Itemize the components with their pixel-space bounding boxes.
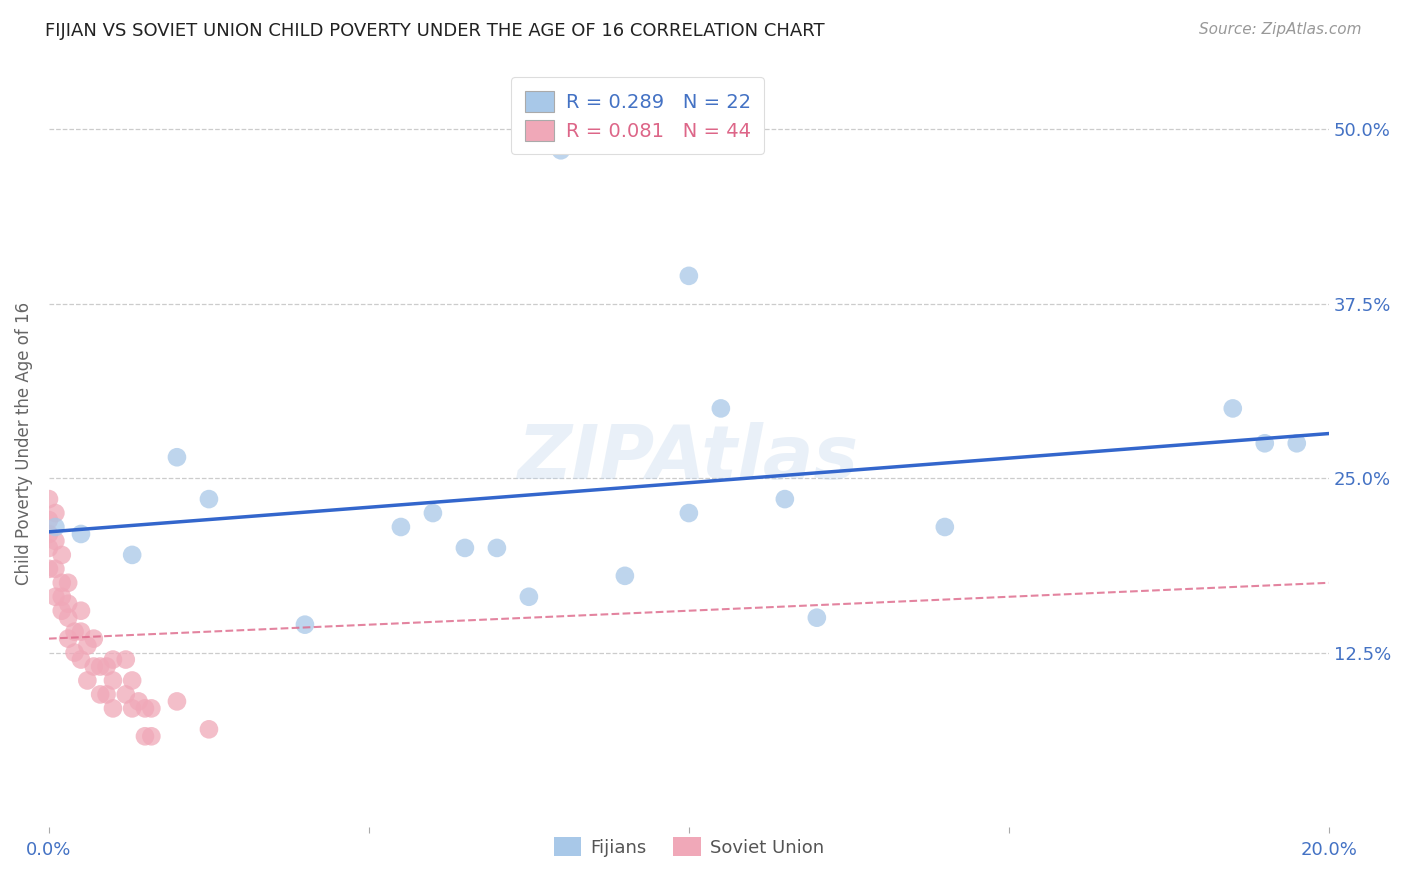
Point [454,541,477,555]
Point [38,492,60,507]
Point [83,659,105,673]
Point [141,729,163,743]
Point [51,590,73,604]
Point [389,520,412,534]
Point [710,401,733,416]
Point [70,527,93,541]
Point [83,632,105,646]
Point [76,639,98,653]
Legend: Fijians, Soviet Union: Fijians, Soviet Union [547,830,831,864]
Point [166,450,188,465]
Point [678,506,700,520]
Point [44,590,66,604]
Point [121,673,143,688]
Point [56,632,79,646]
Point [44,506,66,520]
Point [70,624,93,639]
Point [613,569,636,583]
Point [101,673,124,688]
Point [51,548,73,562]
Point [121,701,143,715]
Point [51,575,73,590]
Point [56,575,79,590]
Point [517,590,540,604]
Point [166,694,188,708]
Y-axis label: Child Poverty Under the Age of 16: Child Poverty Under the Age of 16 [15,301,32,585]
Point [63,646,86,660]
Point [44,520,66,534]
Point [422,506,444,520]
Point [198,492,221,507]
Point [114,652,136,666]
Point [128,694,150,708]
Point [134,701,156,715]
Point [56,597,79,611]
Point [101,701,124,715]
Point [1254,436,1277,450]
Point [114,688,136,702]
Point [1222,401,1244,416]
Point [934,520,956,534]
Point [773,492,796,507]
Point [44,533,66,548]
Point [121,548,143,562]
Point [51,604,73,618]
Text: FIJIAN VS SOVIET UNION CHILD POVERTY UNDER THE AGE OF 16 CORRELATION CHART: FIJIAN VS SOVIET UNION CHILD POVERTY UND… [45,22,824,40]
Point [806,610,828,624]
Point [76,673,98,688]
Text: Source: ZipAtlas.com: Source: ZipAtlas.com [1198,22,1361,37]
Point [70,604,93,618]
Point [89,688,111,702]
Point [550,143,572,157]
Point [294,617,316,632]
Point [44,562,66,576]
Point [485,541,508,555]
Point [101,652,124,666]
Point [1285,436,1308,450]
Point [38,562,60,576]
Point [56,610,79,624]
Point [134,729,156,743]
Point [89,659,111,673]
Point [63,624,86,639]
Point [70,652,93,666]
Text: ZIPAtlas: ZIPAtlas [519,422,859,495]
Point [96,659,118,673]
Point [678,268,700,283]
Point [38,541,60,555]
Point [198,723,221,737]
Point [38,513,60,527]
Point [141,701,163,715]
Point [38,527,60,541]
Point [96,688,118,702]
